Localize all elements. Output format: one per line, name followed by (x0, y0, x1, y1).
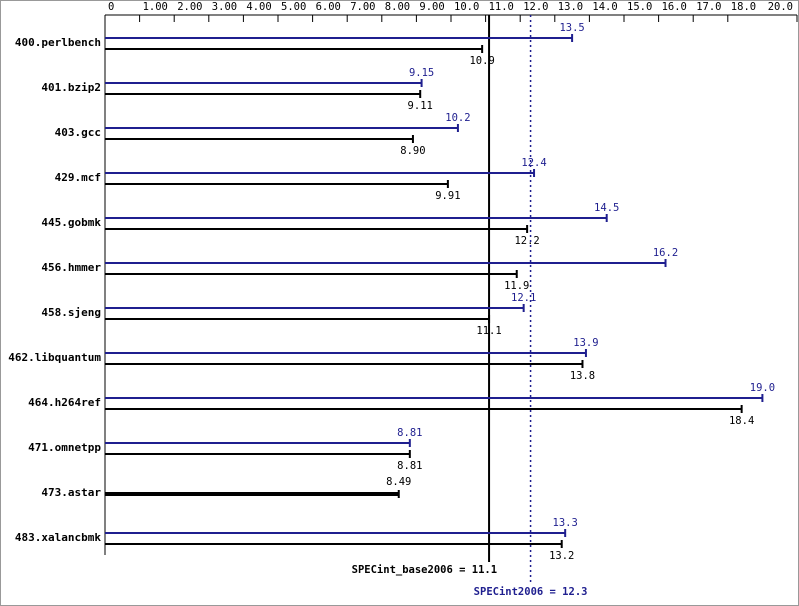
category-label: 471.omnetpp (28, 441, 101, 454)
value-label: 13.5 (559, 22, 584, 34)
category-label: 445.gobmk (41, 216, 101, 229)
category-label: 464.h264ref (28, 396, 101, 409)
value-label: 16.2 (653, 247, 678, 259)
x-tick-label: 0 (108, 1, 114, 13)
value-label: 12.2 (514, 235, 539, 247)
value-label: 19.0 (750, 382, 775, 394)
category-label: 456.hmmer (41, 261, 101, 274)
category-label: 473.astar (41, 486, 101, 499)
x-tick-label: 11.0 (489, 1, 514, 13)
x-tick-label: 20.0 (768, 1, 793, 13)
value-label: 9.91 (435, 190, 460, 202)
x-tick-label: 14.0 (592, 1, 617, 13)
category-label: 401.bzip2 (41, 81, 101, 94)
x-tick-label: 2.00 (177, 1, 202, 13)
x-tick-label: 16.0 (662, 1, 687, 13)
x-tick-label: 5.00 (281, 1, 306, 13)
category-label: 483.xalancbmk (15, 531, 101, 544)
value-label: 8.49 (386, 476, 411, 488)
category-label: 400.perlbench (15, 36, 101, 49)
x-tick-label: 1.00 (143, 1, 168, 13)
value-label: 11.9 (504, 280, 529, 292)
category-label: 429.mcf (55, 171, 101, 184)
value-label: 13.3 (553, 517, 578, 529)
value-label: 9.11 (408, 100, 433, 112)
value-label: 10.2 (445, 112, 470, 124)
x-tick-label: 13.0 (558, 1, 583, 13)
category-label: 458.sjeng (41, 306, 101, 319)
value-label: 13.2 (549, 550, 574, 562)
value-label: 18.4 (729, 415, 754, 427)
category-label: 403.gcc (55, 126, 101, 139)
x-tick-label: 8.00 (385, 1, 410, 13)
x-tick-label: 6.00 (316, 1, 341, 13)
value-label: 13.8 (570, 370, 595, 382)
value-label: 13.9 (573, 337, 598, 349)
value-label: 12.1 (511, 292, 536, 304)
x-tick-label: 17.0 (696, 1, 721, 13)
category-label: 462.libquantum (8, 351, 101, 364)
x-tick-label: 4.00 (246, 1, 271, 13)
x-tick-label: 7.00 (350, 1, 375, 13)
x-tick-label: 9.00 (419, 1, 444, 13)
x-tick-label: 10.0 (454, 1, 479, 13)
reference-label: SPECint_base2006 = 11.1 (352, 564, 497, 576)
value-label: 8.90 (400, 145, 425, 157)
value-label: 9.15 (409, 67, 434, 79)
x-tick-label: 12.0 (523, 1, 548, 13)
value-label: 14.5 (594, 202, 619, 214)
reference-label: SPECint2006 = 12.3 (474, 586, 588, 598)
value-label: 8.81 (397, 460, 422, 472)
value-label: 11.1 (476, 325, 501, 337)
value-label: 8.81 (397, 427, 422, 439)
x-tick-label: 3.00 (212, 1, 237, 13)
value-label: 12.4 (521, 157, 546, 169)
x-tick-label: 18.0 (731, 1, 756, 13)
value-label: 10.9 (469, 55, 494, 67)
x-tick-label: 15.0 (627, 1, 652, 13)
